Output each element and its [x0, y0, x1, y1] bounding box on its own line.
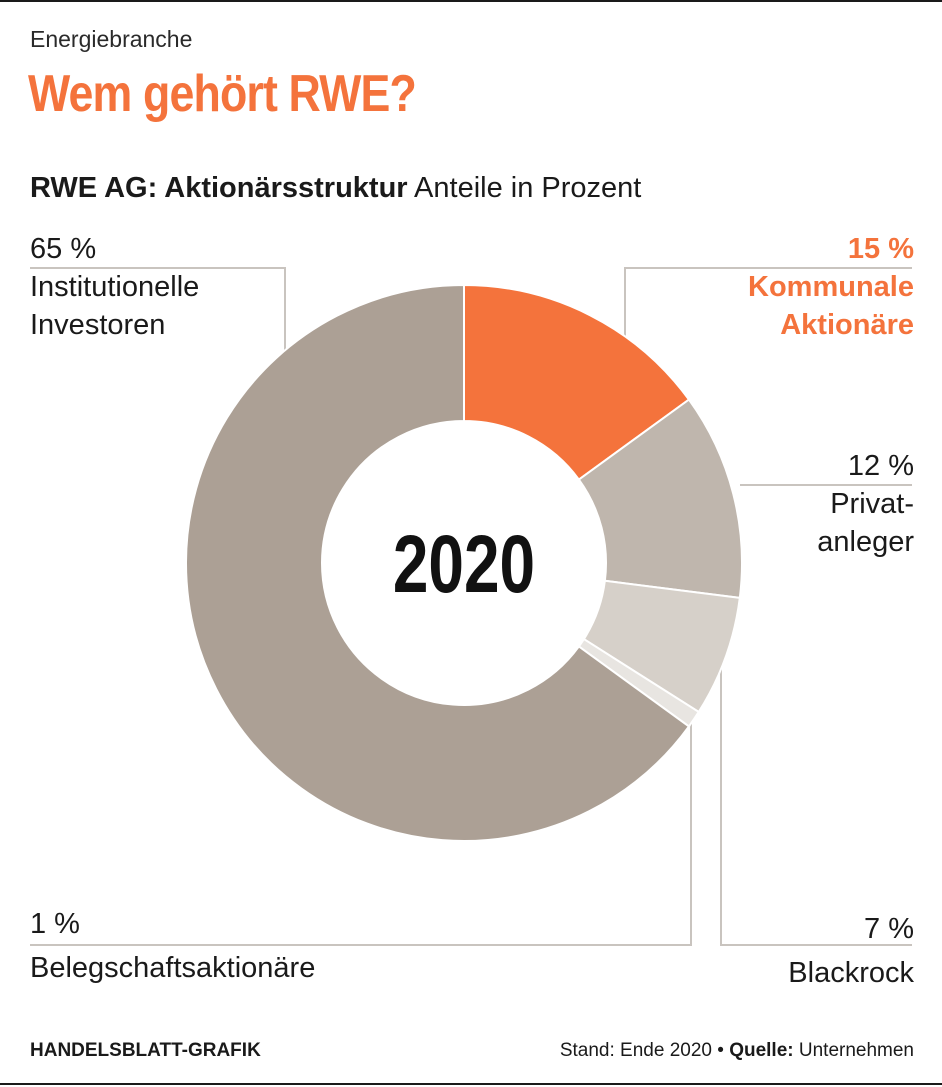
label-belegschaft: 1 % Belegschaftsaktionäre	[30, 905, 315, 987]
source-brand: HANDELSBLATT-GRAFIK	[30, 1040, 261, 1061]
label-privatanleger: 12 % Privat- anleger	[817, 447, 914, 561]
label-kommunale-name-1: Kommunale	[748, 271, 914, 303]
leader-institutionelle	[30, 267, 286, 352]
label-blackrock: 7 % Blackrock	[788, 910, 914, 992]
quelle-label: Quelle:	[729, 1040, 794, 1061]
chart-subtitle: RWE AG: Aktionärsstruktur Anteile in Pro…	[30, 172, 641, 205]
bullet: •	[717, 1040, 724, 1061]
top-rule	[0, 0, 942, 2]
donut-slices	[185, 283, 743, 842]
label-belegschaft-name: Belegschaftsaktionäre	[30, 952, 316, 984]
label-kommunale-name-2: Aktionäre	[780, 309, 914, 341]
label-institutionelle: 65 % Institutionelle Investoren	[30, 230, 199, 344]
kicker: Energiebranche	[30, 26, 193, 52]
chart-subtitle-unit: Anteile in Prozent	[407, 172, 642, 204]
center-year-label: 2020	[393, 517, 535, 610]
label-kommunale: 15 % Kommunale Aktionäre	[748, 230, 914, 344]
stand-text: Stand: Ende 2020	[559, 1040, 712, 1061]
slice-institutionelle	[185, 283, 691, 842]
chart-subtitle-bold: RWE AG: Aktionärsstruktur	[30, 172, 408, 204]
leader-blackrock	[720, 650, 912, 946]
slice-privatanleger	[577, 398, 743, 599]
label-kommunale-pct: 15 %	[847, 233, 914, 265]
source-note: Stand: Ende 2020 • Quelle: Unternehmen	[560, 1040, 914, 1062]
label-institutionelle-name-1: Institutionelle	[30, 271, 200, 303]
label-institutionelle-name-2: Investoren	[30, 309, 166, 341]
bottom-rule	[0, 1083, 942, 1085]
label-institutionelle-pct: 65 %	[30, 233, 97, 265]
quelle-value: Unternehmen	[798, 1040, 914, 1061]
label-privatanleger-pct: 12 %	[847, 450, 914, 482]
label-blackrock-name: Blackrock	[788, 957, 914, 989]
leader-belegschaft	[30, 712, 692, 946]
label-belegschaft-pct: 1 %	[30, 908, 80, 940]
label-privatanleger-name-1: Privat-	[830, 488, 914, 520]
label-privatanleger-name-2: anleger	[817, 526, 914, 558]
label-blackrock-pct: 7 %	[864, 913, 914, 945]
slice-kommunale	[463, 283, 691, 481]
page-title: Wem gehört RWE?	[28, 65, 417, 123]
